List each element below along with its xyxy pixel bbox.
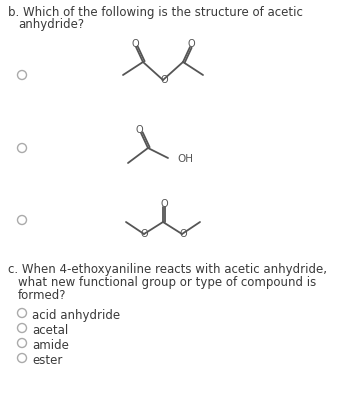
Text: O: O <box>160 199 168 209</box>
Text: amide: amide <box>32 339 69 352</box>
Text: b. Which of the following is the structure of acetic: b. Which of the following is the structu… <box>8 6 303 19</box>
Text: O: O <box>179 229 187 239</box>
Text: ester: ester <box>32 354 62 367</box>
Text: O: O <box>131 39 139 49</box>
Text: O: O <box>140 229 148 239</box>
Text: acetal: acetal <box>32 324 68 337</box>
Text: O: O <box>135 125 143 135</box>
Text: c. When 4-ethoxyaniline reacts with acetic anhydride,: c. When 4-ethoxyaniline reacts with acet… <box>8 263 327 276</box>
Text: acid anhydride: acid anhydride <box>32 309 120 322</box>
Text: OH: OH <box>177 154 193 164</box>
Text: anhydride?: anhydride? <box>18 18 84 31</box>
Text: O: O <box>160 75 168 85</box>
Text: what new functional group or type of compound is: what new functional group or type of com… <box>18 276 316 289</box>
Text: O: O <box>187 39 195 49</box>
Text: formed?: formed? <box>18 289 66 302</box>
